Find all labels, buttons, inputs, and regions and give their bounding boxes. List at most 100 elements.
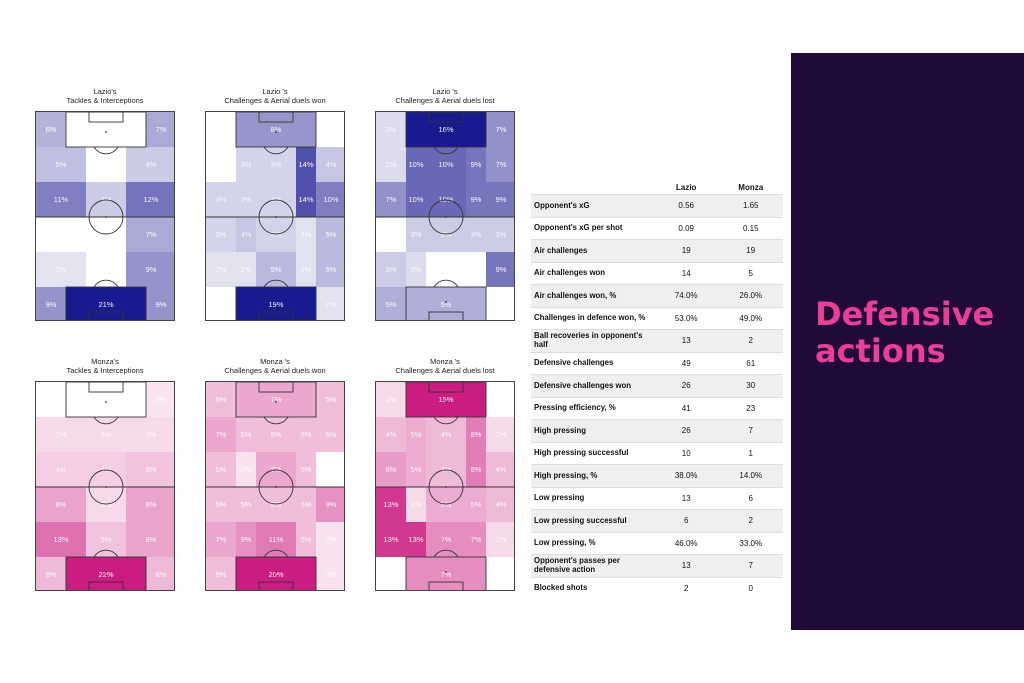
heatmap-cell: 7%: [486, 147, 514, 182]
stat-label: Blocked shots: [531, 576, 654, 599]
heatmap-cell: 5%: [316, 382, 344, 417]
heatmap-cell: 7%: [376, 182, 406, 217]
stat-monza-value: 1: [718, 441, 783, 465]
heatmap-cell: 5%: [406, 287, 486, 320]
heatmap-cell: 9%: [466, 182, 486, 217]
heatmap-cell: 9%: [236, 522, 256, 557]
heatmap-cell: 0%: [215, 125, 227, 134]
heatmap-cell: 5%: [206, 557, 236, 590]
stat-monza-value: 49.0%: [718, 306, 783, 330]
heatmap-cell: 9%: [36, 287, 66, 320]
stat-label: Challenges in defence won, %: [531, 306, 654, 330]
stats-row: Defensive challenges won 26 30: [531, 374, 783, 397]
heatmap-cell: 13%: [406, 522, 426, 557]
heatmap-cell: 3%: [256, 182, 296, 217]
heatmap-title: Lazio's Tackles & Interceptions: [66, 87, 144, 105]
stat-monza-value: 23: [718, 396, 783, 420]
stat-lazio-value: 49: [653, 351, 719, 375]
heatmap-cell: 0%: [55, 230, 67, 239]
stat-label: Opponent's xG: [531, 194, 654, 217]
heatmap-cell: 13%: [376, 522, 406, 557]
heatmap-title: Lazio 's Challenges & Aerial duels lost: [395, 87, 495, 105]
heatmap-cell: 5%: [256, 417, 296, 452]
heatmap-cell: 5%: [406, 417, 426, 452]
heatmap-cell: 3%: [236, 147, 256, 182]
stat-label: Defensive challenges: [531, 351, 654, 375]
stat-lazio-value: 53.0%: [653, 306, 719, 330]
heatmap-cell: 4%: [36, 452, 86, 487]
heatmap-cell: 0%: [495, 395, 507, 404]
stat-lazio-value: 2: [653, 576, 719, 599]
stat-lazio-value: 0.09: [653, 216, 719, 240]
pitch: 6% 0% 7% 5% 0% 4% 11% 4% 12% 0% 0% 7% 2% 0% 9% 9% 21% 9%: [35, 111, 175, 321]
heatmap-cell: 2%: [376, 147, 406, 182]
heatmap-cell: 5%: [236, 487, 256, 522]
stat-monza-value: 7: [718, 554, 783, 577]
pitch: 0% 0% 2% 3% 3% 3% 4% 4% 5% 8% 3% 8% 13% 5% 8% 6% 22% 6%: [35, 381, 175, 591]
heatmap-cell: 4%: [86, 182, 126, 217]
heatmap-cell: 3%: [236, 182, 256, 217]
heatmap-cell: 7%: [206, 522, 236, 557]
heatmap-title: Monza 's Challenges & Aerial duels won: [224, 357, 326, 375]
stats-row: High pressing, % 38.0% 14.0%: [531, 464, 783, 487]
stat-label: Pressing efficiency, %: [531, 396, 654, 420]
stat-lazio-value: 6: [653, 509, 719, 532]
heatmap-cell: 7%: [236, 382, 316, 417]
heatmap-cell: 9%: [486, 252, 514, 287]
stat-label: Low pressing, %: [531, 531, 654, 555]
heatmap-cell: 2%: [406, 487, 426, 522]
stats-row: Challenges in defence won, % 53.0% 49.0%: [531, 306, 783, 330]
heatmap-cell: 10%: [426, 147, 466, 182]
stat-monza-value: 14.0%: [718, 464, 783, 487]
stat-label: Defensive challenges won: [531, 374, 654, 397]
stats-row: Opponent's xG 0.56 1.65: [531, 194, 783, 217]
heatmap-cell: 0%: [440, 265, 452, 274]
heatmap-cell: 7%: [466, 522, 486, 557]
stat-lazio-value: 26: [653, 374, 719, 397]
heatmap-cell: 4%: [486, 487, 514, 522]
heatmap-cell: 10%: [406, 182, 426, 217]
heatmap-cell: 0%: [325, 465, 337, 474]
stat-monza-value: 33.0%: [718, 531, 783, 555]
stats-header-row: Lazio Monza: [531, 181, 783, 195]
pitch: 5% 7% 5% 7% 5% 5% 5% 5% 5% 2% 7% 5% 0% 5% 5% 5% 5% 9% 7% 9%…: [205, 381, 345, 591]
stat-monza-value: 6: [718, 486, 783, 510]
heatmap-cell: 2%: [316, 287, 344, 320]
heatmap-cell: 5%: [236, 417, 256, 452]
heatmap-cell: 2%: [316, 522, 344, 557]
heatmap-cell: 9%: [146, 287, 174, 320]
stat-lazio-value: 14: [653, 261, 719, 285]
heatmap-cell: 3%: [486, 217, 514, 252]
heatmap-cell: 13%: [376, 487, 406, 522]
heatmap-cell: 2%: [486, 417, 514, 452]
heatmap-cell: 8%: [466, 417, 486, 452]
stat-lazio-value: 13: [653, 486, 719, 510]
stat-lazio-value: 0.56: [653, 194, 719, 217]
stat-label: Air challenges won: [531, 261, 654, 285]
heatmap-cell: 7%: [146, 112, 174, 147]
heatmap-cell: 14%: [296, 182, 316, 217]
heatmap-cell: 0%: [495, 570, 507, 579]
stat-label: High pressing: [531, 419, 654, 442]
stat-lazio-value: 19: [653, 239, 719, 262]
stat-label: Ball recoveries in opponent's half: [531, 329, 654, 352]
heatmap-cell: 2%: [236, 252, 256, 287]
stat-monza-value: 0.15: [718, 216, 783, 240]
heatmap-cell: 7%: [206, 417, 236, 452]
heatmap-cell: 9%: [126, 252, 174, 287]
heatmap-cell: 8%: [236, 112, 316, 147]
heatmap-cell: 0%: [100, 160, 112, 169]
heatmap-cell: 11%: [36, 182, 86, 217]
stat-monza-value: 7: [718, 419, 783, 442]
heatmap-cell: 2%: [316, 557, 344, 590]
heatmap-cell: 3%: [466, 217, 486, 252]
heatmap-cell: 2%: [296, 217, 316, 252]
heatmap-cell: 3%: [86, 417, 126, 452]
heatmap-cell: 9%: [486, 182, 514, 217]
stat-label: Opponent's xG per shot: [531, 216, 654, 240]
heatmap-cell: 2%: [486, 522, 514, 557]
heatmap-cell: 4%: [426, 417, 466, 452]
heatmap-cell: 8%: [36, 487, 86, 522]
heatmap-cell: 3%: [206, 182, 236, 217]
stat-monza-value: 2: [718, 509, 783, 532]
